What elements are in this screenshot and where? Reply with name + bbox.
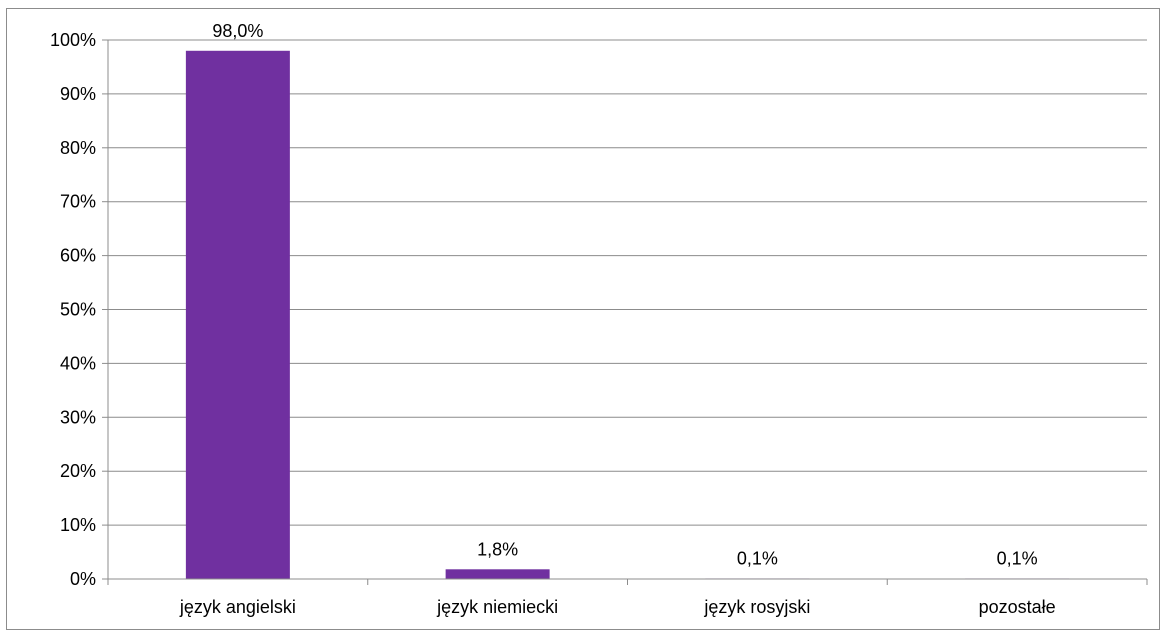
x-category-label: język angielski: [179, 597, 296, 617]
data-label: 0,1%: [737, 548, 778, 568]
x-axis-category-labels: język angielski język niemiecki język rosy…: [179, 597, 1056, 617]
y-tick-label: 80%: [60, 138, 96, 158]
y-axis-tick-labels: 0% 10% 20% 30% 40% 50% 60% 70% 80% 90% 100%: [50, 30, 96, 589]
y-tick-label: 70%: [60, 192, 96, 212]
data-labels: 98,0% 1,8% 0,1% 0,1%: [212, 21, 1037, 569]
y-tick-label: 30%: [60, 407, 96, 427]
x-axis: [107, 578, 1148, 585]
y-tick-label: 60%: [60, 246, 96, 266]
y-tick-label: 20%: [60, 461, 96, 481]
y-tick-label: 0%: [70, 569, 96, 589]
x-category-label: pozostałe: [979, 597, 1056, 617]
data-label: 1,8%: [477, 539, 518, 559]
data-label: 98,0%: [212, 21, 263, 41]
y-tick-label: 50%: [60, 300, 96, 320]
y-tick-label: 100%: [50, 30, 96, 50]
data-label: 0,1%: [997, 548, 1038, 568]
y-tick-label: 90%: [60, 84, 96, 104]
y-tick-label: 40%: [60, 353, 96, 373]
bar: [445, 569, 550, 579]
x-category-label: język rosyjski: [703, 597, 810, 617]
x-category-label: język niemiecki: [436, 597, 558, 617]
y-tick-label: 10%: [60, 515, 96, 535]
bar: [185, 50, 290, 579]
bars: [185, 50, 1070, 579]
